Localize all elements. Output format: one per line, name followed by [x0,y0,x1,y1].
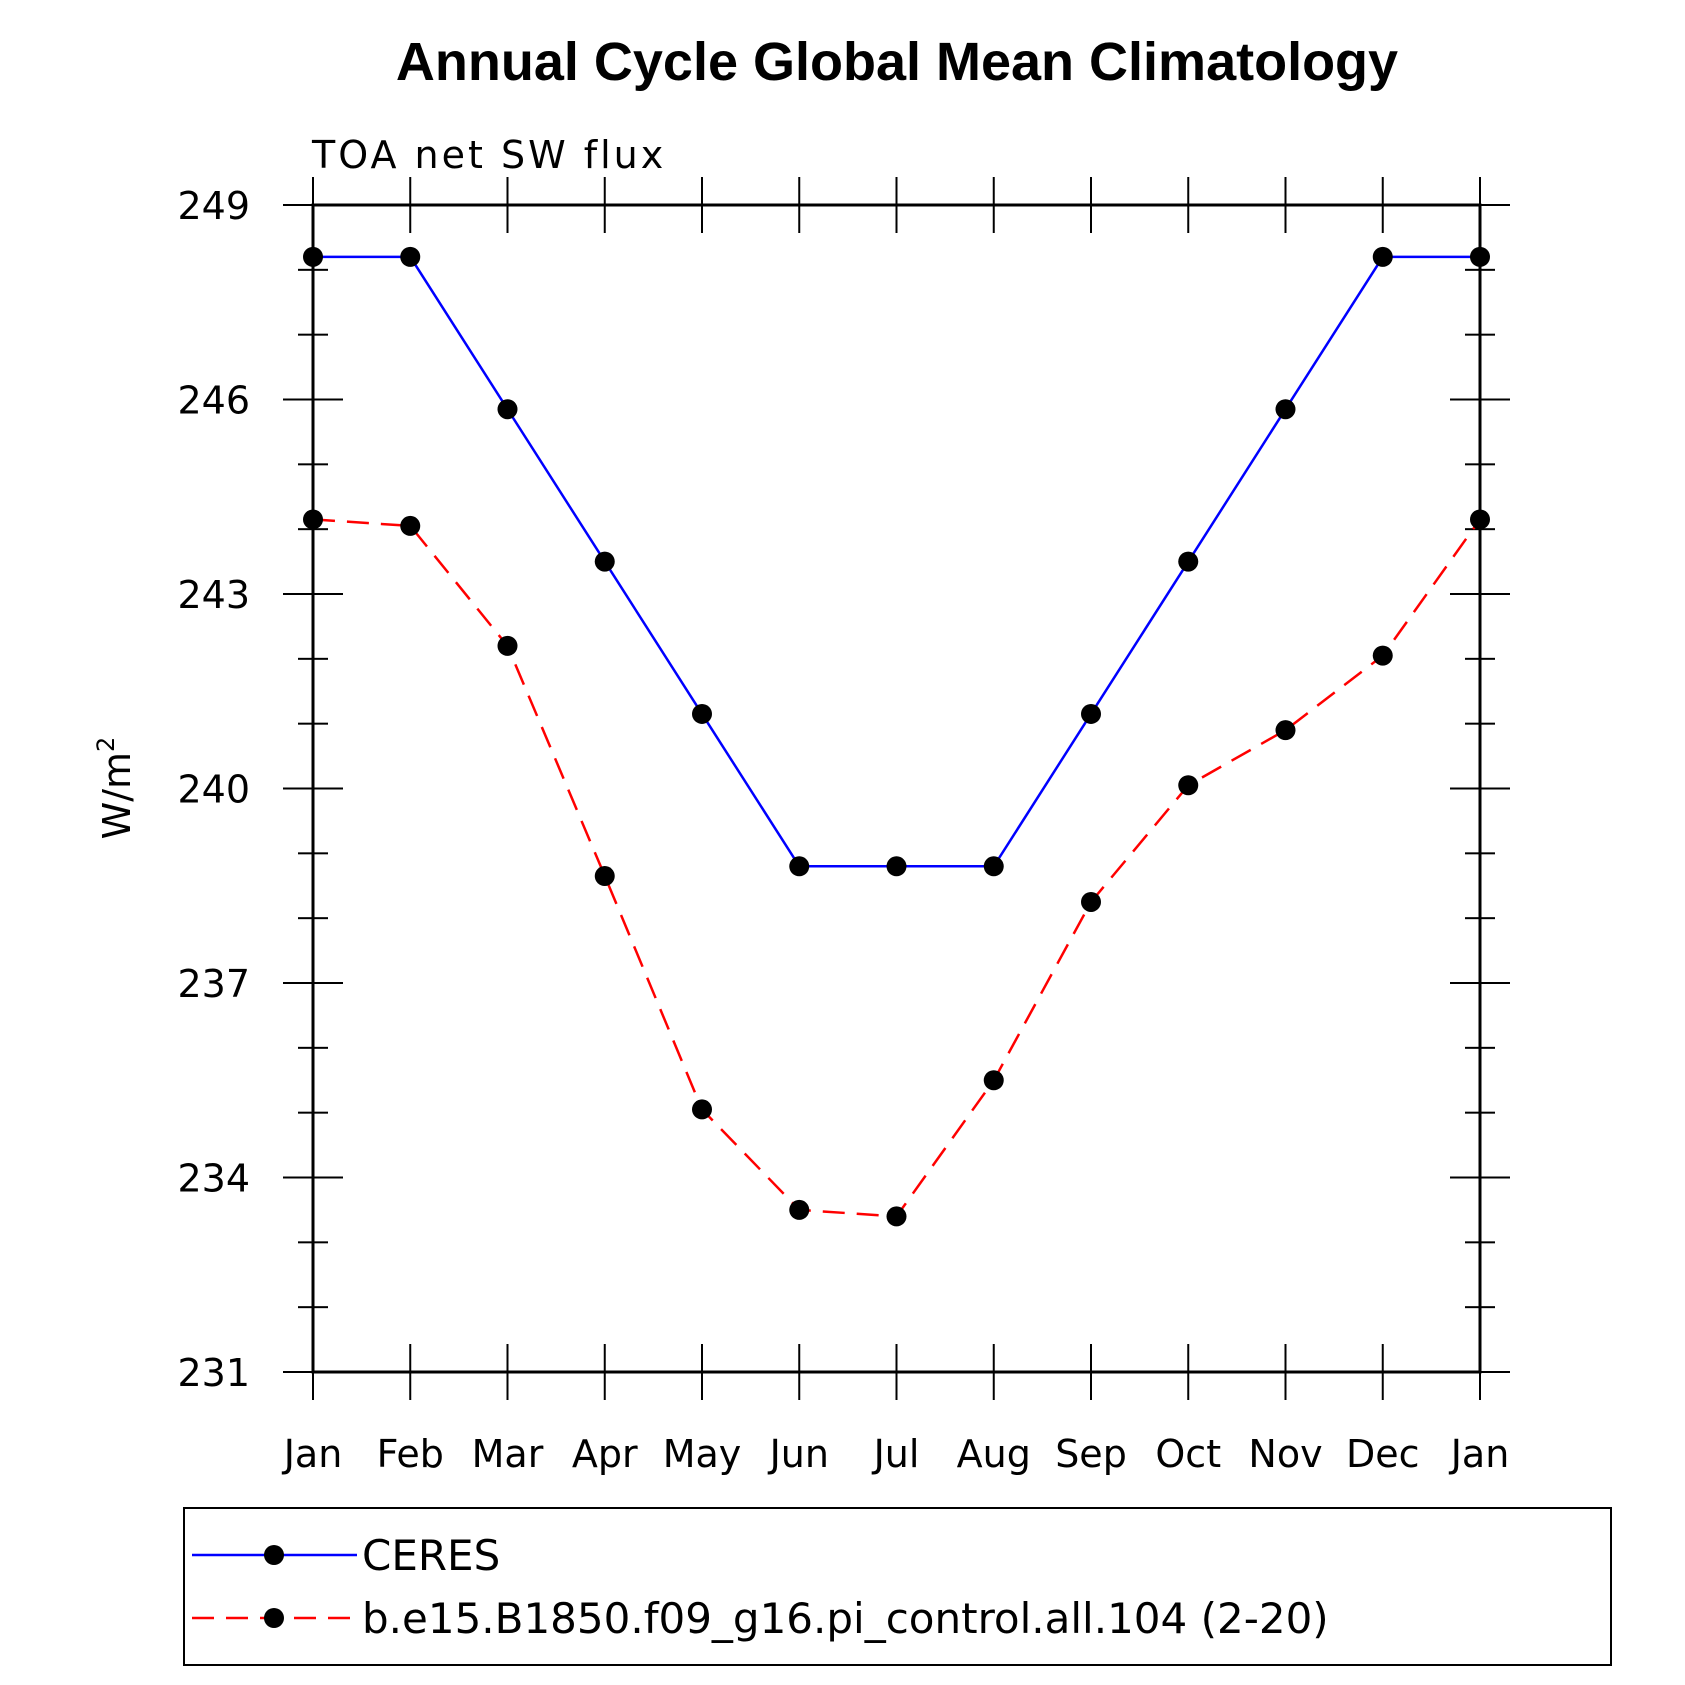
x-tick-label: Mar [472,1432,544,1476]
data-point-series-1 [692,1099,712,1120]
x-tick-label: May [663,1432,742,1476]
x-tick-label: Jun [768,1432,829,1476]
data-point-series-0 [1081,703,1101,724]
data-point-series-0 [400,246,421,267]
y-tick-label: 243 [177,573,250,617]
x-tick-label: Apr [572,1432,638,1476]
legend-box [183,1507,1612,1666]
data-point-series-1 [1178,775,1199,796]
data-point-series-0 [1275,399,1296,420]
legend-label-model: b.e15.B1850.f09_g16.pi_control.all.104 (… [362,1594,1329,1643]
x-tick-label: Jan [282,1432,343,1476]
chart-title: Annual Cycle Global Mean Climatology [396,32,1398,92]
y-tick-label: 237 [177,962,250,1006]
x-tick-label: Feb [377,1432,444,1476]
data-point-series-0 [303,246,323,267]
x-tick-label: Oct [1155,1432,1221,1476]
data-point-series-0 [983,856,1004,877]
data-point-series-0 [1372,246,1393,267]
x-tick-label: Sep [1055,1432,1127,1476]
data-point-series-0 [1178,551,1199,572]
series-layer [303,246,1490,1227]
y-tick-label: 240 [177,768,250,812]
data-point-series-0 [497,399,518,420]
data-point-series-0 [594,551,615,572]
data-point-series-0 [692,703,712,724]
x-tick-label: Jan [1449,1432,1510,1476]
data-point-series-1 [1372,645,1393,666]
y-tick-label: 234 [177,1157,250,1201]
data-point-series-1 [497,635,518,656]
data-point-series-1 [789,1199,810,1220]
data-point-series-1 [400,515,421,536]
data-point-series-0 [789,856,810,877]
x-tick-label: Aug [957,1432,1031,1476]
legend-marker-model [264,1608,284,1628]
data-point-series-1 [1275,720,1296,741]
legend: CERES b.e15.B1850.f09_g16.pi_control.all… [183,1507,1612,1666]
x-tick-label: Nov [1248,1432,1322,1476]
x-tick-label: Dec [1346,1432,1420,1476]
data-point-series-0 [1470,246,1490,267]
data-point-series-1 [1081,891,1101,912]
y-axis-label: W/m2 [92,737,139,840]
y-tick-label: 246 [177,379,250,423]
data-point-series-1 [983,1070,1004,1091]
data-point-series-1 [1470,509,1490,530]
series-line-0 [313,255,1480,868]
data-point-series-0 [886,856,907,877]
data-point-series-1 [303,509,323,530]
x-tick-label: Jul [872,1432,920,1476]
axes: 231 234 237 240 243 246 249 Jan Feb Mar Apr May Jun J… [177,177,1510,1476]
data-point-series-1 [886,1206,907,1227]
legend-marker-ceres [264,1545,284,1565]
legend-label-ceres: CERES [362,1531,500,1580]
data-point-series-1 [594,866,615,887]
y-tick-label: 231 [177,1351,250,1395]
chart-subtitle: TOA net SW flux [311,133,666,177]
y-tick-label: 249 [177,184,250,228]
